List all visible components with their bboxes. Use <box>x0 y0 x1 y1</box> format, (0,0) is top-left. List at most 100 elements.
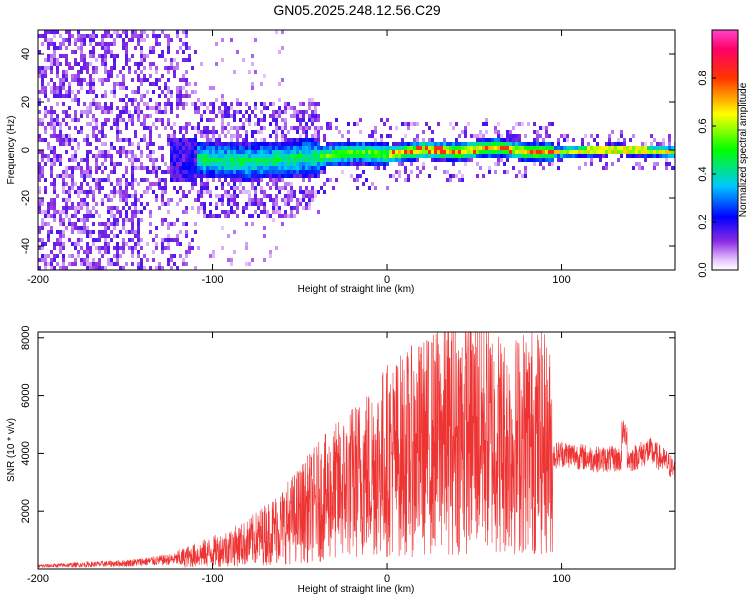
heatmap-cell <box>89 186 92 190</box>
heatmap-cell <box>137 66 140 70</box>
heatmap-cell <box>659 154 662 158</box>
heatmap-cell <box>317 118 320 122</box>
heatmap-cell <box>77 102 80 106</box>
heatmap-cell <box>467 154 470 158</box>
heatmap-cell <box>104 230 107 234</box>
heatmap-cell <box>230 162 233 166</box>
heatmap-cell <box>359 174 362 178</box>
heatmap-cell <box>314 130 317 134</box>
heatmap-cell <box>314 158 317 162</box>
heatmap-cell <box>221 166 224 170</box>
heatmap-cell <box>113 246 116 250</box>
heatmap-cell <box>104 118 107 122</box>
heatmap-cell <box>41 254 44 258</box>
heatmap-cell <box>74 242 77 246</box>
heatmap-cell <box>221 130 224 134</box>
heatmap-cell <box>71 66 74 70</box>
heatmap-cell <box>260 198 263 202</box>
heatmap-cell <box>53 154 56 158</box>
heatmap-cell <box>209 166 212 170</box>
colorbar-label: Normalized spectral amplitude <box>738 82 749 217</box>
heatmap-cell <box>179 242 182 246</box>
heatmap-cell <box>62 110 65 114</box>
heatmap-cell <box>197 166 200 170</box>
heatmap-cell <box>53 86 56 90</box>
heatmap-cell <box>125 202 128 206</box>
heatmap-cell <box>179 98 182 102</box>
heatmap-cell <box>257 142 260 146</box>
heatmap-cell <box>218 142 221 146</box>
heatmap-cell <box>50 114 53 118</box>
heatmap-cell <box>62 254 65 258</box>
heatmap-cell <box>176 166 179 170</box>
heatmap-cell <box>317 170 320 174</box>
heatmap-cell <box>275 194 278 198</box>
heatmap-cell <box>194 230 197 234</box>
heatmap-cell <box>311 110 314 114</box>
heatmap-cell <box>149 186 152 190</box>
heatmap-cell <box>464 134 467 138</box>
heatmap-cell <box>284 186 287 190</box>
heatmap-cell <box>530 154 533 158</box>
heatmap-cell <box>515 134 518 138</box>
heatmap-cell <box>161 242 164 246</box>
heatmap-cell <box>578 154 581 158</box>
heatmap-cell <box>113 122 116 126</box>
heatmap-cell <box>68 218 71 222</box>
heatmap-cell <box>185 70 188 74</box>
heatmap-cell <box>242 170 245 174</box>
heatmap-cell <box>479 130 482 134</box>
heatmap-cell <box>188 158 191 162</box>
heatmap-cell <box>143 54 146 58</box>
heatmap-cell <box>50 58 53 62</box>
heatmap-cell <box>176 146 179 150</box>
heatmap-cell <box>140 238 143 242</box>
heatmap-cell <box>410 142 413 146</box>
heatmap-cell <box>95 118 98 122</box>
heatmap-cell <box>182 142 185 146</box>
heatmap-cell <box>95 170 98 174</box>
heatmap-cell <box>272 166 275 170</box>
heatmap-cell <box>449 150 452 154</box>
heatmap-cell <box>278 206 281 210</box>
heatmap-cell <box>278 114 281 118</box>
heatmap-cell <box>308 170 311 174</box>
heatmap-cell <box>464 154 467 158</box>
heatmap-cell <box>281 162 284 166</box>
heatmap-cell <box>104 78 107 82</box>
heatmap-cell <box>86 150 89 154</box>
heatmap-cell <box>131 262 134 266</box>
heatmap-cell <box>146 258 149 262</box>
heatmap-cell <box>134 194 137 198</box>
heatmap-cell <box>161 158 164 162</box>
heatmap-cell <box>431 146 434 150</box>
heatmap-cell <box>188 150 191 154</box>
heatmap-cell <box>113 118 116 122</box>
heatmap-cell <box>209 150 212 154</box>
heatmap-cell <box>272 150 275 154</box>
heatmap-cell <box>215 146 218 150</box>
heatmap-cell <box>86 182 89 186</box>
heatmap-cell <box>182 106 185 110</box>
heatmap-cell <box>164 94 167 98</box>
heatmap-cell <box>302 130 305 134</box>
heatmap-cell <box>410 170 413 174</box>
heatmap-cell <box>584 146 587 150</box>
heatmap-cell <box>347 162 350 166</box>
heatmap-cell <box>239 174 242 178</box>
heatmap-cell <box>89 62 92 66</box>
heatmap-cell <box>494 142 497 146</box>
heatmap-cell <box>278 210 281 214</box>
heatmap-cell <box>296 198 299 202</box>
heatmap-cell <box>92 134 95 138</box>
snr-series-line <box>38 332 675 569</box>
heatmap-cell <box>113 226 116 230</box>
heatmap-cell <box>587 150 590 154</box>
heatmap-cell <box>278 190 281 194</box>
heatmap-cell <box>428 174 431 178</box>
heatmap-cell <box>131 38 134 42</box>
heatmap-cell <box>59 162 62 166</box>
heatmap-cell <box>350 162 353 166</box>
heatmap-cell <box>173 158 176 162</box>
heatmap-cell <box>617 142 620 146</box>
